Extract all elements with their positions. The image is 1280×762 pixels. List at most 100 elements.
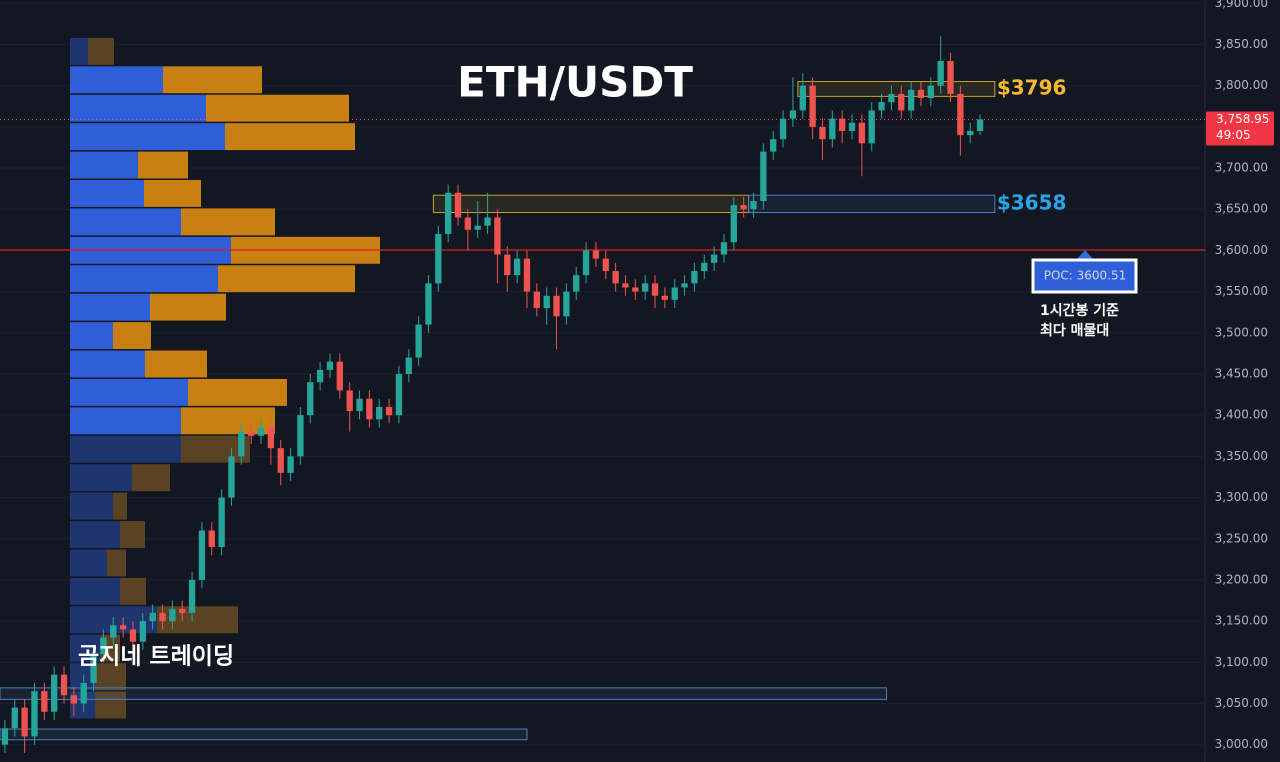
candle-body	[533, 291, 540, 309]
profile-buy	[70, 577, 120, 605]
candle-body	[31, 691, 38, 737]
profile-sell	[113, 322, 151, 350]
candle-body	[661, 295, 669, 300]
last-price-label: 3,758.95	[1216, 112, 1269, 126]
poc-note: 최다 매물대	[1040, 323, 1109, 339]
y-tick-label: 3,550.00	[1215, 284, 1268, 298]
candle-body	[297, 415, 304, 457]
candle-body	[376, 406, 383, 420]
candle-body	[760, 151, 767, 202]
candle-body	[632, 287, 639, 292]
y-tick-label: 3,600.00	[1215, 243, 1268, 257]
y-tick-label: 3,350.00	[1215, 449, 1268, 463]
profile-buy	[70, 435, 181, 463]
candle-body	[642, 283, 649, 292]
y-tick-label: 3,450.00	[1215, 366, 1268, 380]
y-tick-label: 3,250.00	[1215, 531, 1268, 545]
candle-body	[356, 398, 363, 412]
candle-body	[100, 637, 107, 655]
profile-sell	[113, 492, 127, 520]
profile-sell	[95, 663, 126, 691]
y-tick-label: 3,150.00	[1215, 614, 1268, 628]
candle-body	[228, 456, 235, 498]
candle-body	[119, 625, 127, 630]
candle-body	[543, 295, 550, 309]
candle-body	[51, 674, 58, 712]
candle-body	[691, 271, 698, 284]
candle-body	[316, 369, 324, 383]
candle-body	[602, 258, 609, 272]
candle-body	[336, 361, 343, 391]
candle-body	[563, 291, 570, 317]
candle-body	[592, 250, 600, 259]
profile-buy	[70, 322, 113, 350]
profile-sell	[138, 151, 188, 179]
candle-body	[937, 60, 944, 86]
candle-body	[415, 324, 422, 358]
candle-body	[829, 118, 836, 140]
profile-sell	[206, 94, 349, 122]
profile-buy	[70, 350, 145, 378]
candle-body	[701, 262, 708, 272]
y-tick-label: 3,400.00	[1215, 408, 1268, 422]
candle-body	[976, 119, 984, 131]
y-tick-label: 3,800.00	[1215, 78, 1268, 92]
candle-body	[80, 682, 87, 704]
candle-body	[1, 728, 9, 745]
candle-body	[947, 60, 954, 94]
candle-body	[710, 254, 718, 263]
candle-body	[41, 691, 48, 712]
candle-body	[612, 271, 619, 284]
poc-box	[1031, 258, 1138, 294]
profile-buy	[70, 179, 144, 207]
candle-body	[898, 93, 905, 111]
candle-body	[917, 89, 925, 99]
candle-body	[198, 530, 206, 580]
candle-body	[622, 283, 629, 288]
candle-body	[770, 139, 777, 152]
candle-body	[779, 118, 787, 140]
candle-body	[907, 89, 915, 111]
candle-body	[159, 612, 166, 622]
candle-body	[218, 497, 225, 547]
candle-body	[681, 283, 688, 288]
candle-body	[395, 373, 403, 416]
candle-body	[957, 93, 964, 136]
candle-body	[445, 192, 452, 234]
profile-buy	[70, 549, 107, 577]
profile-buy	[70, 37, 88, 65]
candle-body	[277, 448, 284, 473]
candle-body	[169, 608, 176, 622]
candle-body	[11, 707, 18, 729]
candle-body	[671, 287, 678, 300]
candle-body	[573, 275, 580, 292]
candle-body	[504, 254, 511, 276]
candle-body	[70, 695, 78, 704]
candle-body	[454, 192, 462, 218]
candle-body	[366, 398, 373, 420]
candle-body	[582, 250, 590, 276]
profile-sell	[181, 208, 275, 236]
y-tick-label: 3,650.00	[1215, 202, 1268, 216]
candle-body	[307, 382, 314, 416]
candle-body	[799, 85, 806, 111]
profile-sell	[120, 577, 146, 605]
zone-box	[0, 687, 887, 700]
candle-body	[21, 707, 28, 737]
candle-body	[188, 579, 196, 613]
countdown: 49:05	[1216, 128, 1251, 142]
candle-body	[878, 102, 885, 111]
profile-buy	[70, 66, 163, 94]
candle-body	[435, 233, 442, 284]
candle-body	[149, 612, 156, 622]
poc-pointer	[1077, 250, 1093, 260]
profile-buy	[70, 208, 181, 236]
candle-body	[464, 217, 472, 230]
candle-body	[346, 390, 353, 412]
profile-sell	[145, 350, 207, 378]
zone-box	[432, 194, 750, 214]
candle-body	[967, 130, 974, 136]
candle-body	[484, 217, 491, 226]
candle-body	[789, 110, 797, 119]
zone-label: $3658	[997, 190, 1067, 214]
